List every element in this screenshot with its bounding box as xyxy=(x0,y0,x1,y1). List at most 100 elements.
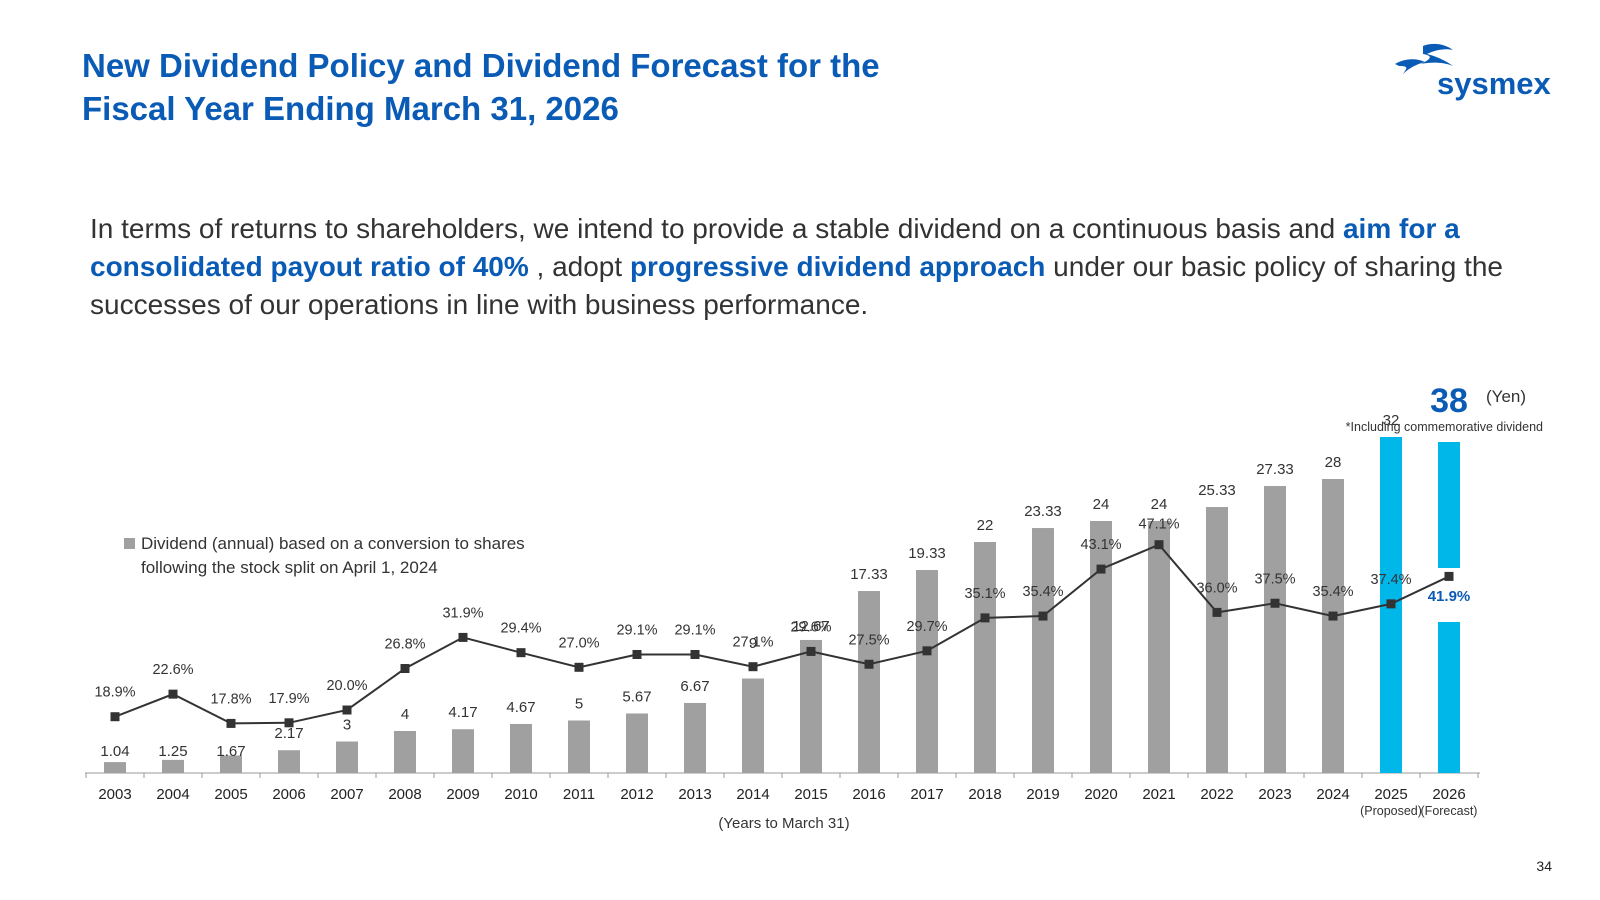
legend-label-line2: following the stock split on April 1, 20… xyxy=(141,558,438,577)
policy-text-1: In terms of returns to shareholders, we … xyxy=(90,213,1336,244)
dividend-bar-2005 xyxy=(220,755,242,773)
bar-value-label-2018: 22 xyxy=(977,517,994,534)
payout-point-2025 xyxy=(1386,599,1396,609)
x-tick-label-2012: 2012 xyxy=(620,786,653,803)
policy-text-3: under our basic policy of sharing the su… xyxy=(90,251,1503,320)
payout-label-2007: 20.0% xyxy=(326,678,367,694)
payout-point-2014 xyxy=(748,662,758,672)
payout-label-2004: 22.6% xyxy=(152,662,193,678)
payout-ratio-line xyxy=(114,543,1450,725)
payout-point-2024 xyxy=(1328,611,1338,621)
payout-label-2026: 41.9% xyxy=(1428,588,1471,605)
payout-label-2013: 29.1% xyxy=(674,622,715,638)
bar-value-label-2009: 4.17 xyxy=(448,704,477,721)
payout-label-2015: 29.6% xyxy=(790,619,831,635)
payout-point-2010 xyxy=(516,648,526,658)
payout-point-2015 xyxy=(806,646,816,656)
dividend-bar-2026-upper xyxy=(1438,442,1460,568)
payout-label-2010: 29.4% xyxy=(500,621,541,637)
bar-value-label-2013: 6.67 xyxy=(680,678,709,695)
payout-point-2011 xyxy=(574,662,584,672)
bar-value-label-2017: 19.33 xyxy=(908,545,946,562)
title-line-1: New Dividend Policy and Dividend Forecas… xyxy=(82,47,880,84)
payout-label-2024: 35.4% xyxy=(1312,584,1353,600)
payout-label-2012: 29.1% xyxy=(616,622,657,638)
payout-point-2022 xyxy=(1212,607,1222,617)
payout-label-2006: 17.9% xyxy=(268,691,309,707)
payout-point-2026 xyxy=(1444,571,1454,581)
payout-point-2020 xyxy=(1096,564,1106,574)
x-tick-label-2009: 2009 xyxy=(446,786,479,803)
payout-label-2009: 31.9% xyxy=(442,605,483,621)
x-tick-label-2008: 2008 xyxy=(388,786,421,803)
page-number: 34 xyxy=(1536,858,1552,874)
payout-point-2005 xyxy=(226,718,236,728)
dividend-bar-2021 xyxy=(1148,521,1170,773)
x-tick-label-2015: 2015 xyxy=(794,786,827,803)
dividend-bar-2008 xyxy=(394,731,416,773)
policy-highlight-progressive: progressive dividend approach xyxy=(629,251,1046,282)
payout-point-2004 xyxy=(168,689,178,699)
x-axis-title: (Years to March 31) xyxy=(718,815,849,832)
page-title: New Dividend Policy and Dividend Forecas… xyxy=(82,44,1082,130)
payout-point-2019 xyxy=(1038,611,1048,621)
payout-point-2018 xyxy=(980,613,990,623)
title-line-2: Fiscal Year Ending March 31, 2026 xyxy=(82,90,619,127)
logo-wordmark: sysmex xyxy=(1437,66,1552,101)
x-tick-label-2004: 2004 xyxy=(156,786,189,803)
policy-text-2: , adopt xyxy=(536,251,623,282)
dividend-bar-2016 xyxy=(858,591,880,773)
bar-value-label-2007: 3 xyxy=(343,717,351,734)
payout-label-2023: 37.5% xyxy=(1254,571,1295,587)
bar-value-label-2025: 32 xyxy=(1383,412,1400,429)
payout-point-2016 xyxy=(864,659,874,669)
dividend-bar-2011 xyxy=(568,720,590,773)
x-tick-label-2024: 2024 xyxy=(1316,786,1349,803)
dividend-bar-2015 xyxy=(800,639,822,773)
x-tick-label-2018: 2018 xyxy=(968,786,1001,803)
dividend-bar-2006 xyxy=(278,750,300,773)
payout-label-2016: 27.5% xyxy=(848,632,889,648)
payout-label-2017: 29.7% xyxy=(906,619,947,635)
x-sublabel-2025: (Proposed) xyxy=(1360,804,1422,818)
payout-label-2019: 35.4% xyxy=(1022,584,1063,600)
payout-label-2005: 17.8% xyxy=(210,691,251,707)
dividend-bar-2010 xyxy=(510,723,532,773)
dividend-bar-2009 xyxy=(452,729,474,773)
payout-label-2020: 43.1% xyxy=(1080,537,1121,553)
legend-label-line1: Dividend (annual) based on a conversion … xyxy=(141,534,525,553)
dividend-bar-2014 xyxy=(742,678,764,773)
commemorative-note: *Including commemorative dividend xyxy=(1346,420,1543,434)
payout-point-2017 xyxy=(922,646,932,656)
payout-point-2012 xyxy=(632,649,642,659)
x-tick-label-2025: 2025 xyxy=(1374,786,1407,803)
payout-point-2023 xyxy=(1270,598,1280,608)
payout-point-2009 xyxy=(458,632,468,642)
payout-point-2006 xyxy=(284,718,294,728)
x-tick-label-2007: 2007 xyxy=(330,786,363,803)
dividend-bar-2022 xyxy=(1206,507,1228,773)
x-tick-label-2023: 2023 xyxy=(1258,786,1291,803)
payout-label-2022: 36.0% xyxy=(1196,580,1237,596)
bar-value-label-2006: 2.17 xyxy=(274,725,303,742)
payout-point-2021 xyxy=(1154,540,1164,550)
payout-label-2018: 35.1% xyxy=(964,586,1005,602)
bar-value-label-2005: 1.67 xyxy=(216,743,245,760)
dividend-bar-2023 xyxy=(1264,486,1286,773)
x-tick-label-2022: 2022 xyxy=(1200,786,1233,803)
bar-value-label-2012: 5.67 xyxy=(622,688,651,705)
dividend-bar-2017 xyxy=(916,570,938,773)
bar-value-label-2023: 27.33 xyxy=(1256,461,1294,478)
x-tick-label-2011: 2011 xyxy=(563,786,595,803)
dividend-bar-2019 xyxy=(1032,528,1054,773)
payout-label-2003: 18.9% xyxy=(94,685,135,701)
payout-label-2014: 27.1% xyxy=(732,635,773,651)
bar-value-label-2014: 9 xyxy=(749,635,757,652)
payout-label-2011: 27.0% xyxy=(558,635,599,651)
legend-swatch xyxy=(124,538,135,549)
x-tick-label-2017: 2017 xyxy=(910,786,943,803)
dividend-bar-2003 xyxy=(104,762,126,773)
sysmex-logo-mark-icon xyxy=(1395,43,1453,74)
dividend-bar-2026-lower xyxy=(1438,622,1460,773)
dividend-bar-2013 xyxy=(684,702,706,773)
